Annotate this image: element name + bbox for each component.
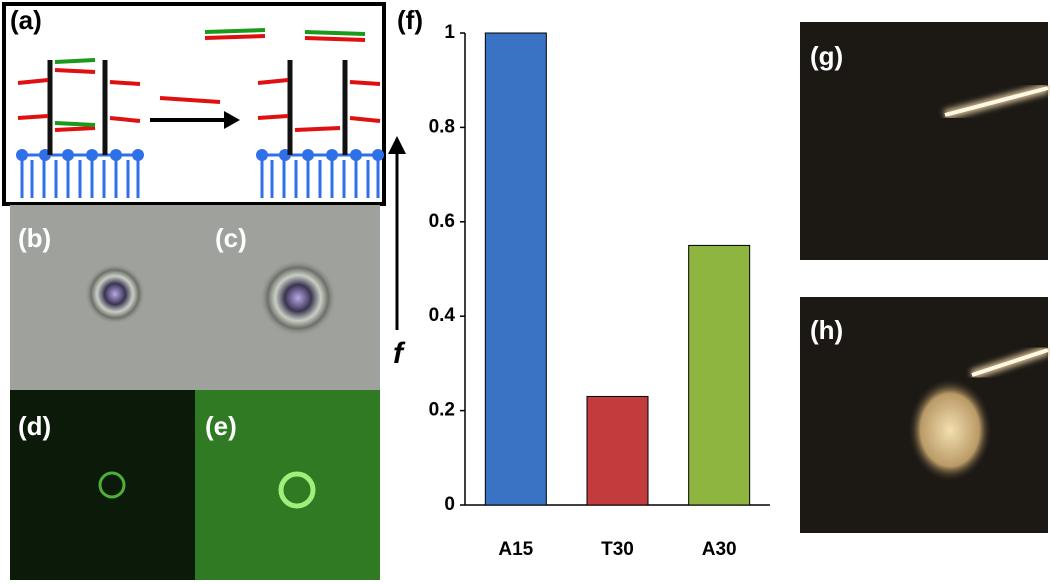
panel-d-bg [10, 390, 195, 580]
y-tick-label: 0.8 [429, 116, 455, 137]
x-tick-label: A15 [498, 539, 533, 560]
arrow-head [388, 136, 406, 154]
panel-label: (d) [18, 411, 51, 441]
ring [98, 471, 126, 499]
bar [484, 32, 547, 506]
droplet [260, 260, 336, 336]
x-tick-label: A30 [702, 539, 737, 560]
panel-e-bg [195, 390, 380, 580]
y-tick-label: 0 [444, 494, 455, 515]
panel-label: (h) [810, 315, 843, 345]
panel-label: (g) [810, 41, 843, 71]
chart-title: (f) [397, 5, 423, 35]
y-axis-label: f [393, 337, 406, 370]
bar [688, 244, 751, 506]
ring [278, 471, 316, 509]
panel-a [2, 2, 386, 206]
droplet [85, 264, 145, 324]
bar [586, 395, 649, 506]
panel-g-bg [800, 22, 1048, 260]
needle [971, 348, 1049, 377]
needle [944, 86, 1049, 117]
x-tick-label: T30 [601, 539, 634, 560]
panel-label: (e) [205, 411, 237, 441]
y-tick-label: 0.4 [429, 305, 456, 326]
panel-label: (a) [10, 5, 42, 35]
panel-label: (b) [18, 223, 51, 253]
y-tick-label: 1 [444, 22, 455, 43]
panel-label: (c) [215, 223, 247, 253]
y-tick-label: 0.6 [429, 211, 455, 232]
y-tick-label: 0.2 [429, 400, 455, 421]
bubble-cloud [908, 378, 992, 482]
